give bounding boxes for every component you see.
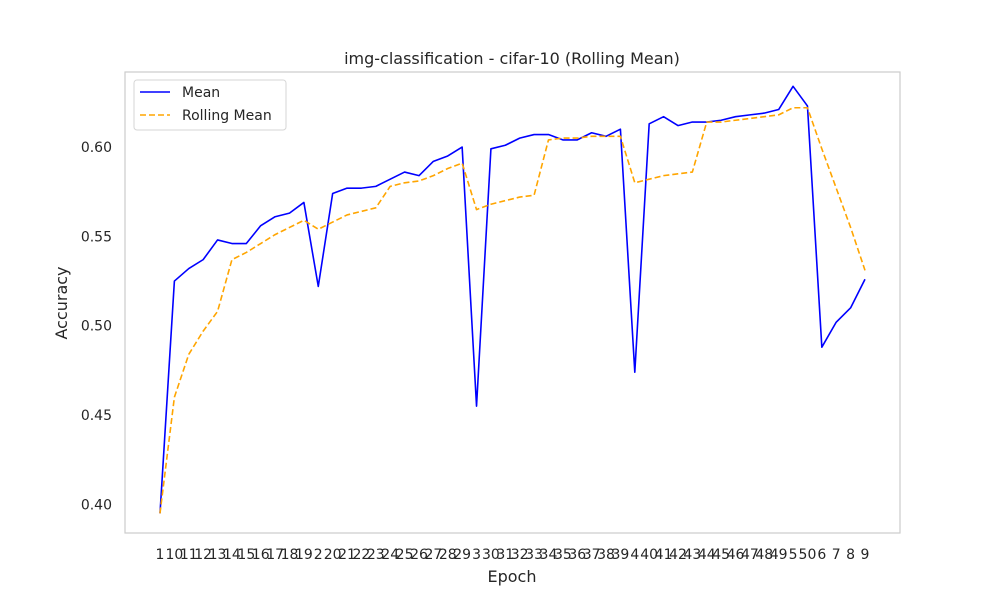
x-tick-label: 26 <box>410 547 428 563</box>
x-tick-label: 25 <box>396 547 414 563</box>
x-tick-label: 32 <box>511 547 529 563</box>
x-tick-label: 33 <box>525 547 543 563</box>
x-tick-label: 48 <box>755 547 773 563</box>
chart-title: img-classification - cifar-10 (Rolling M… <box>344 49 680 68</box>
x-tick-label: 4 <box>630 547 639 563</box>
x-tick-label: 44 <box>698 547 716 563</box>
x-tick-label: 21 <box>338 547 356 563</box>
x-tick-label: 28 <box>439 547 457 563</box>
x-tick-label: 34 <box>540 547 558 563</box>
x-tick-label: 43 <box>683 547 701 563</box>
x-tick-label: 45 <box>712 547 730 563</box>
y-tick-label: 0.55 <box>81 229 112 245</box>
x-tick-label: 17 <box>266 547 284 563</box>
legend-label-rolling-mean: Rolling Mean <box>182 108 272 124</box>
y-tick-label: 0.60 <box>81 140 112 156</box>
x-tick-label: 14 <box>223 547 241 563</box>
x-tick-label: 37 <box>583 547 601 563</box>
x-tick-label: 49 <box>770 547 788 563</box>
x-tick-label: 46 <box>727 547 745 563</box>
x-tick-label: 19 <box>295 547 313 563</box>
x-tick-label: 3 <box>472 547 481 563</box>
y-axis-ticks: 0.40 0.45 0.50 0.55 0.60 <box>81 140 112 513</box>
series-lines <box>159 85 866 514</box>
y-tick-label: 0.45 <box>81 408 112 424</box>
x-tick-label: 36 <box>568 547 586 563</box>
series-line-mean <box>159 85 866 514</box>
y-tick-label: 0.40 <box>81 497 112 513</box>
x-tick-label: 7 <box>832 547 841 563</box>
x-tick-label: 6 <box>817 547 826 563</box>
y-tick-label: 0.50 <box>81 319 112 335</box>
x-tick-label: 18 <box>281 547 299 563</box>
x-tick-label: 22 <box>353 547 371 563</box>
x-tick-label: 15 <box>237 547 255 563</box>
x-tick-label: 35 <box>554 547 572 563</box>
series-line-rolling-mean <box>159 106 866 514</box>
x-tick-label: 40 <box>640 547 658 563</box>
x-tick-label: 23 <box>367 547 385 563</box>
x-axis-label: Epoch <box>488 567 537 586</box>
legend-box <box>133 79 287 131</box>
x-tick-label: 9 <box>861 547 870 563</box>
x-tick-label: 5 <box>789 547 798 563</box>
x-tick-label: 41 <box>655 547 673 563</box>
x-tick-label: 8 <box>846 547 855 563</box>
x-tick-label: 50 <box>799 547 817 563</box>
x-tick-label: 29 <box>453 547 471 563</box>
x-tick-label: 30 <box>482 547 500 563</box>
legend: Mean Rolling Mean <box>133 79 287 131</box>
x-tick-label: 12 <box>194 547 212 563</box>
plot-area <box>124 71 901 534</box>
x-tick-label: 27 <box>424 547 442 563</box>
y-axis-label: Accuracy <box>52 266 71 339</box>
x-tick-label: 10 <box>165 547 183 563</box>
x-tick-label: 42 <box>669 547 687 563</box>
x-tick-label: 16 <box>252 547 270 563</box>
x-tick-label: 13 <box>209 547 227 563</box>
x-tick-label: 11 <box>180 547 198 563</box>
legend-label-mean: Mean <box>182 85 220 101</box>
x-tick-label: 39 <box>611 547 629 563</box>
x-tick-label: 38 <box>597 547 615 563</box>
x-tick-label: 24 <box>381 547 399 563</box>
x-tick-label: 20 <box>324 547 342 563</box>
x-tick-label: 2 <box>314 547 323 563</box>
x-tick-label: 31 <box>496 547 514 563</box>
x-tick-label: 1 <box>156 547 165 563</box>
x-tick-label: 47 <box>741 547 759 563</box>
